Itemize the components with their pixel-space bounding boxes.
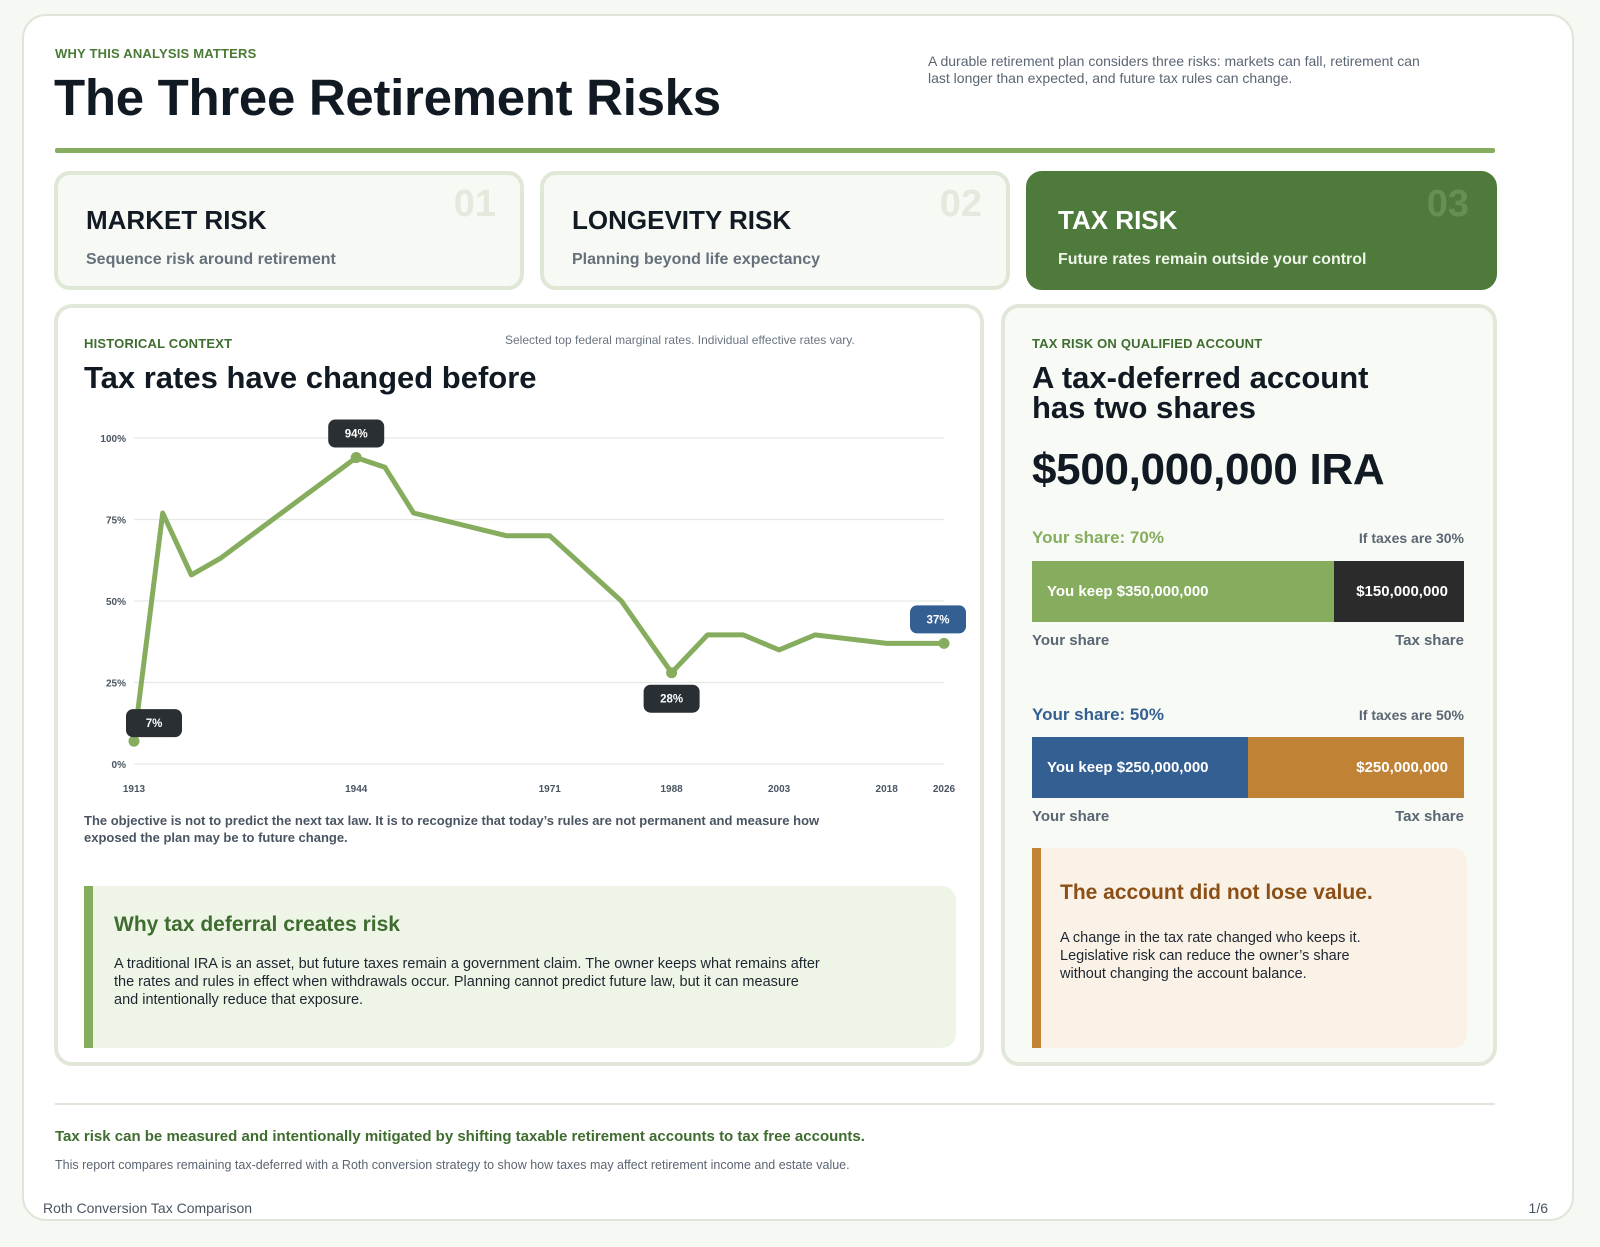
ira-amount: $500,000,000 IRA bbox=[1032, 445, 1385, 494]
scenario-2-tax-segment: $250,000,000 bbox=[1248, 737, 1464, 798]
value-callout-body: A change in the tax rate changed who kee… bbox=[1060, 930, 1361, 982]
series-line bbox=[131, 455, 947, 744]
footer-lead: Tax risk can be measured and intentional… bbox=[55, 1128, 865, 1145]
risk-card-number: 02 bbox=[939, 183, 982, 225]
ira-title-line1: A tax-deferred account bbox=[1032, 360, 1369, 395]
header-eyebrow: WHY THIS ANALYSIS MATTERS bbox=[55, 46, 257, 61]
scenario-1-keep-segment: You keep $350,000,000 bbox=[1032, 561, 1335, 622]
chart-caption: The objective is not to predict the next… bbox=[84, 813, 820, 845]
data-label-badge bbox=[910, 605, 966, 634]
why-callout-body: A traditional IRA is an asset, but futur… bbox=[114, 956, 820, 1008]
risk-card-subtitle: Future rates remain outside your control bbox=[1058, 251, 1367, 268]
value-callout-title: The account did not lose value. bbox=[1060, 881, 1373, 904]
x-tick-label: 1913 bbox=[123, 784, 146, 795]
value-callout: The account did not lose value. A change… bbox=[1032, 848, 1467, 1048]
y-tick-label: 100% bbox=[100, 434, 126, 445]
x-tick-label: 2018 bbox=[876, 784, 899, 795]
y-tick-label: 50% bbox=[106, 597, 126, 608]
scenario-1-footer: Your share Tax share bbox=[1032, 632, 1464, 652]
data-label: 37% bbox=[926, 614, 949, 626]
scenario-1-tax-label: If taxes are 30% bbox=[1358, 530, 1464, 546]
scenario-1-your-share: Your share bbox=[1032, 632, 1110, 649]
footer-note: This report compares remaining tax-defer… bbox=[55, 1158, 850, 1172]
footer-divider bbox=[55, 1103, 1495, 1105]
risk-card-market: MARKET RISK Sequence risk around retirem… bbox=[54, 171, 524, 290]
risk-card-number: 03 bbox=[1426, 183, 1469, 225]
x-tick-label: 1944 bbox=[345, 784, 368, 795]
y-tick-label: 0% bbox=[112, 760, 127, 771]
risk-card-subtitle: Sequence risk around retirement bbox=[86, 251, 336, 268]
data-label-badge bbox=[643, 684, 700, 713]
data-label-badge bbox=[126, 709, 182, 738]
data-label: 28% bbox=[660, 694, 683, 706]
scenario-1-share-label: Your share: 70% bbox=[1032, 528, 1164, 547]
scenario-2-your-share: Your share bbox=[1032, 808, 1110, 825]
scenario-2-keep-segment: You keep $250,000,000 bbox=[1032, 737, 1248, 798]
history-title: Tax rates have changed before bbox=[84, 360, 537, 395]
data-point bbox=[666, 667, 678, 679]
scenario-2-bar: You keep $250,000,000 $250,000,000 bbox=[1032, 737, 1464, 798]
header-intro: A durable retirement plan considers thre… bbox=[928, 53, 1420, 86]
chart-note: Selected top federal marginal rates. Ind… bbox=[505, 333, 855, 347]
risk-card-title: MARKET RISK bbox=[86, 205, 267, 235]
risk-card-longevity: LONGEVITY RISK Planning beyond life expe… bbox=[540, 171, 1010, 290]
y-tick-label: 75% bbox=[106, 516, 126, 527]
data-label: 7% bbox=[146, 718, 163, 730]
document-name: Roth Conversion Tax Comparison bbox=[43, 1200, 253, 1216]
scenario-1-tax-segment: $150,000,000 bbox=[1334, 561, 1464, 622]
x-tick-label: 1971 bbox=[539, 784, 562, 795]
history-label: HISTORICAL CONTEXT bbox=[84, 336, 233, 351]
ira-title-line2: has two shares bbox=[1032, 390, 1256, 425]
data-point bbox=[350, 452, 362, 464]
page-number: 1/6 bbox=[1528, 1200, 1548, 1216]
scenario-1-tax-share: Tax share bbox=[1395, 632, 1464, 649]
y-tick-label: 25% bbox=[106, 679, 126, 690]
scenario-1-header: Your share: 70% If taxes are 30% bbox=[1032, 528, 1464, 550]
x-tick-label: 2026 bbox=[933, 784, 956, 795]
risk-card-number: 01 bbox=[453, 183, 496, 225]
data-label: 94% bbox=[345, 429, 368, 441]
ira-label: TAX RISK ON QUALIFIED ACCOUNT bbox=[1032, 336, 1263, 351]
scenario-1-bar: You keep $350,000,000 $150,000,000 bbox=[1032, 561, 1464, 622]
data-point bbox=[938, 637, 950, 649]
scenario-2-share-label: Your share: 50% bbox=[1032, 705, 1164, 724]
data-point bbox=[128, 735, 140, 747]
risk-card-tax: TAX RISK Future rates remain outside you… bbox=[1026, 171, 1497, 290]
header-divider bbox=[55, 148, 1495, 153]
data-label-badge bbox=[328, 419, 385, 448]
scenario-2-header: Your share: 50% If taxes are 50% bbox=[1032, 705, 1464, 727]
scenario-2-tax-label: If taxes are 50% bbox=[1358, 707, 1464, 723]
why-callout: Why tax deferral creates risk A traditio… bbox=[84, 886, 956, 1048]
risk-card-title: LONGEVITY RISK bbox=[572, 205, 792, 235]
risk-card-title: TAX RISK bbox=[1058, 205, 1178, 235]
why-callout-title: Why tax deferral creates risk bbox=[114, 913, 400, 936]
scenario-2-tax-share: Tax share bbox=[1395, 808, 1464, 825]
x-tick-label: 2003 bbox=[768, 784, 791, 795]
scenario-2-footer: Your share Tax share bbox=[1032, 808, 1464, 828]
page-title: The Three Retirement Risks bbox=[54, 69, 721, 126]
tax-rate-chart: 0% 25% 50% 75% 100% 1913 1944 1971 1988 2003 2018 2… bbox=[100, 419, 966, 795]
x-tick-label: 1988 bbox=[660, 784, 683, 795]
risk-card-subtitle: Planning beyond life expectancy bbox=[572, 251, 821, 268]
